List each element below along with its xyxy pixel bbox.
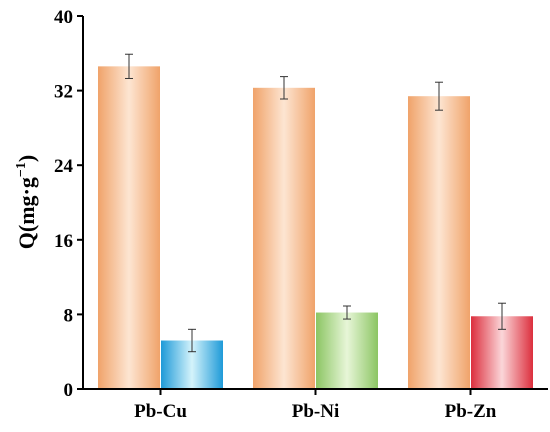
y-tick-label-32: 32 [54,82,73,103]
x-tick-label-pb-ni: Pb-Ni [292,401,340,422]
error-bar-pb-ni-series-1 [280,76,288,100]
axes-group [77,15,548,395]
y-axis-label: Q(mg·g−1) [14,155,39,249]
error-bar-pb-zn-series-2 [498,302,506,330]
bar-pb-cu-series-1 [98,66,160,389]
error-bar-pb-ni-series-2 [343,305,351,320]
bar-pb-ni-series-2 [316,312,378,389]
bar-pb-ni-series-1 [253,87,315,390]
error-bar-pb-cu-series-1 [125,53,133,79]
y-tick-label-0: 0 [64,380,74,401]
y-tick-label-16: 16 [54,231,73,252]
y-tick-label-24: 24 [54,156,74,177]
bars-group [98,66,533,390]
bar-pb-zn-series-1 [408,96,470,389]
y-tick-label-8: 8 [64,305,74,326]
y-axis-label-end: ) [14,155,39,162]
labels-group: Pb-Cu Pb-Ni Pb-Zn 0 8 16 24 32 40 [54,7,497,422]
error-bars-group [125,53,506,353]
error-bar-pb-zn-series-1 [435,81,443,111]
y-axis-label-main: Q(mg·g [14,177,39,249]
error-bar-pb-cu-series-2 [188,328,196,353]
x-tick-label-pb-cu: Pb-Cu [134,401,187,422]
x-tick-label-pb-zn: Pb-Zn [445,401,497,422]
y-axis-label-sup: −1 [14,162,29,177]
y-tick-label-40: 40 [54,7,73,28]
